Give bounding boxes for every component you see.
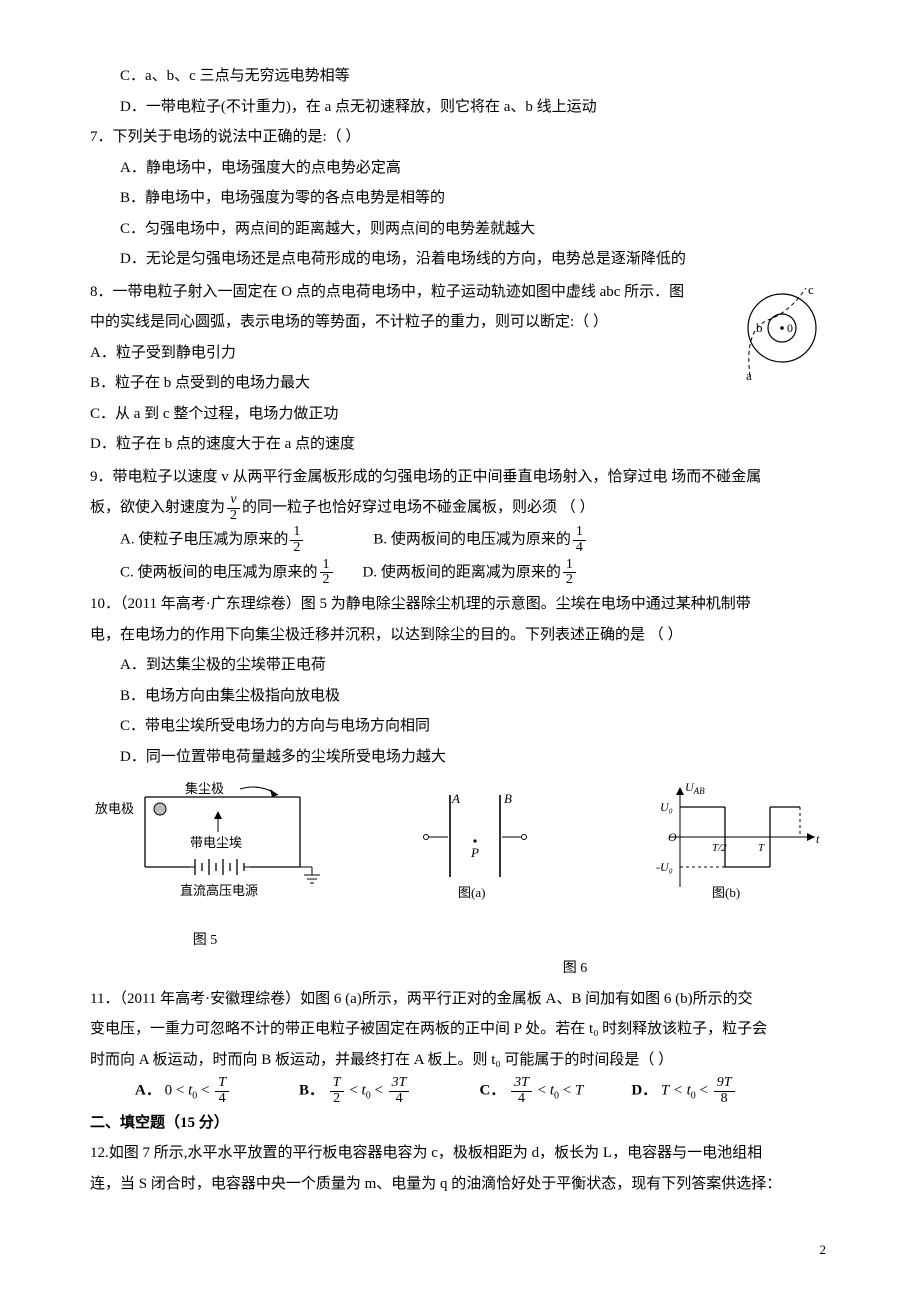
svg-text:图(a): 图(a) bbox=[458, 885, 485, 900]
svg-text:T: T bbox=[758, 842, 765, 854]
q8-label-a: a bbox=[746, 368, 752, 383]
q8-stem-1: 8．一带电粒子射入一固定在 O 点的点电荷电场中，粒子运动轨迹如图中虚线 abc… bbox=[90, 278, 712, 307]
q11-opt-c: C． 3T4 < t0 < T bbox=[479, 1076, 583, 1106]
q11-stem-3: 时而向 A 板运动，时而向 B 板运动，并最终打在 A 板上。则 t₀ 可能属于… bbox=[90, 1046, 830, 1075]
q8-label-b: b bbox=[756, 320, 763, 335]
fig6-caption: 图 6 bbox=[320, 956, 830, 983]
svg-text:A: A bbox=[451, 791, 460, 806]
figure-6b: UAB t U₀ O -U₀ T/2 T 图(b) bbox=[630, 777, 830, 954]
svg-text:U₀: U₀ bbox=[660, 800, 673, 814]
svg-text:图(b): 图(b) bbox=[712, 885, 740, 900]
q11-opt-a: A． 0 < t0 < T4 bbox=[135, 1076, 231, 1106]
q11-stem-2: 变电压，一重力可忽略不计的带正电粒子被固定在两板的正中间 P 处。若在 t₀ 时… bbox=[90, 1015, 830, 1044]
q8-stem-2: 中的实线是同心圆弧，表示电场的等势面，不计粒子的重力，则可以断定:（ ） bbox=[90, 308, 712, 337]
svg-text:P: P bbox=[470, 845, 479, 860]
q9-opt-d: D. 使两板间的距离减为原来的12 bbox=[363, 558, 578, 588]
q6-opt-c: C．a、b、c 三点与无穷远电势相等 bbox=[90, 62, 830, 91]
q10-opt-c: C．带电尘埃所受电场力的方向与电场方向相同 bbox=[90, 712, 830, 741]
svg-text:-U₀: -U₀ bbox=[656, 860, 673, 874]
q10-opt-d: D．同一位置带电荷量越多的尘埃所受电场力越大 bbox=[90, 743, 830, 772]
q7-opt-b: B．静电场中，电场强度为零的各点电势是相等的 bbox=[90, 184, 830, 213]
q6-opt-d: D．一带电粒子(不计重力)，在 a 点无初速释放，则它将在 a、b 线上运动 bbox=[90, 93, 830, 122]
q11-stem-1: 11．（2011 年高考·安徽理综卷）如图 6 (a)所示，两平行正对的金属板 … bbox=[90, 985, 830, 1014]
fig5-caption: 图 5 bbox=[90, 928, 320, 955]
q8-opt-a: A．粒子受到静电引力 bbox=[90, 339, 712, 368]
q8-label-c: c bbox=[808, 282, 814, 297]
q10-stem-2: 电，在电场力的作用下向集尘极迁移并沉积，以达到除尘的目的。下列表述正确的是 （ … bbox=[90, 621, 830, 650]
q11-opt-d: D． T < t0 < 9T8 bbox=[631, 1076, 736, 1106]
q11-options: A． 0 < t0 < T4 B． T2 < t0 < 3T4 C． 3T4 <… bbox=[90, 1076, 830, 1106]
q8-label-o: 0 bbox=[787, 321, 793, 335]
figure-6a: A B P 图(a) bbox=[400, 777, 550, 954]
q9-opt-c: C. 使两板间的电压减为原来的12 bbox=[120, 558, 335, 588]
q12-line-2: 连，当 S 闭合时，电容器中央一个质量为 m、电量为 q 的油滴恰好处于平衡状态… bbox=[90, 1170, 830, 1199]
q10-opt-a: A．到达集尘极的尘埃带正电荷 bbox=[90, 651, 830, 680]
svg-text:带电尘埃: 带电尘埃 bbox=[190, 835, 242, 850]
svg-text:UAB: UAB bbox=[685, 780, 705, 796]
q7-stem: 7．下列关于电场的说法中正确的是:（ ） bbox=[90, 123, 830, 152]
svg-text:B: B bbox=[504, 791, 512, 806]
q9-stem-2: 板，欲使入射速度为v2的同一粒子也恰好穿过电场不碰金属板，则必须 （ ） bbox=[90, 493, 830, 523]
svg-text:O: O bbox=[668, 830, 677, 844]
q8-opt-d: D．粒子在 b 点的速度大于在 a 点的速度 bbox=[90, 430, 712, 459]
q8-opt-b: B．粒子在 b 点受到的电场力最大 bbox=[90, 369, 712, 398]
svg-text:t: t bbox=[816, 832, 820, 846]
svg-text:集尘极: 集尘极 bbox=[185, 781, 224, 796]
q11-opt-b: B． T2 < t0 < 3T4 bbox=[299, 1076, 411, 1106]
q9-options-row1: A. 使粒子电压减为原来的12 B. 使两板间的电压减为原来的14 bbox=[90, 525, 830, 555]
q12-line-1: 12.如图 7 所示,水平水平放置的平行板电容器电容为 c，极板相距为 d，板长… bbox=[90, 1139, 830, 1168]
q9-opt-b: B. 使两板间的电压减为原来的14 bbox=[373, 525, 588, 555]
svg-text:直流高压电源: 直流高压电源 bbox=[180, 883, 258, 898]
q8-figure: 0 a b c bbox=[720, 276, 830, 397]
q7-opt-c: C．匀强电场中，两点间的距离越大，则两点间的电势差就越大 bbox=[90, 215, 830, 244]
q7-opt-d: D．无论是匀强电场还是点电荷形成的电场，沿着电场线的方向，电势总是逐渐降低的 bbox=[90, 245, 830, 274]
q9-opt-a: A. 使粒子电压减为原来的12 bbox=[120, 525, 305, 555]
section-2-heading: 二、填空题（15 分） bbox=[90, 1109, 830, 1138]
q8-opt-c: C．从 a 到 c 整个过程，电场力做正功 bbox=[90, 400, 712, 429]
svg-text:放电极: 放电极 bbox=[95, 801, 134, 816]
figure-5: 放电极 集尘极 带电尘埃 bbox=[90, 777, 320, 954]
page-number: 2 bbox=[90, 1238, 830, 1263]
q7-opt-a: A．静电场中，电场强度大的点电势必定高 bbox=[90, 154, 830, 183]
q10-stem-1: 10．（2011 年高考·广东理综卷）图 5 为静电除尘器除尘机理的示意图。尘埃… bbox=[90, 590, 830, 619]
svg-text:T/2: T/2 bbox=[712, 842, 727, 854]
q10-opt-b: B．电场方向由集尘极指向放电极 bbox=[90, 682, 830, 711]
q9-options-row2: C. 使两板间的电压减为原来的12 D. 使两板间的距离减为原来的12 bbox=[90, 558, 830, 588]
q9-stem-1: 9．带电粒子以速度 v 从两平行金属板形成的匀强电场的正中间垂直电场射入，恰穿过… bbox=[90, 463, 830, 492]
